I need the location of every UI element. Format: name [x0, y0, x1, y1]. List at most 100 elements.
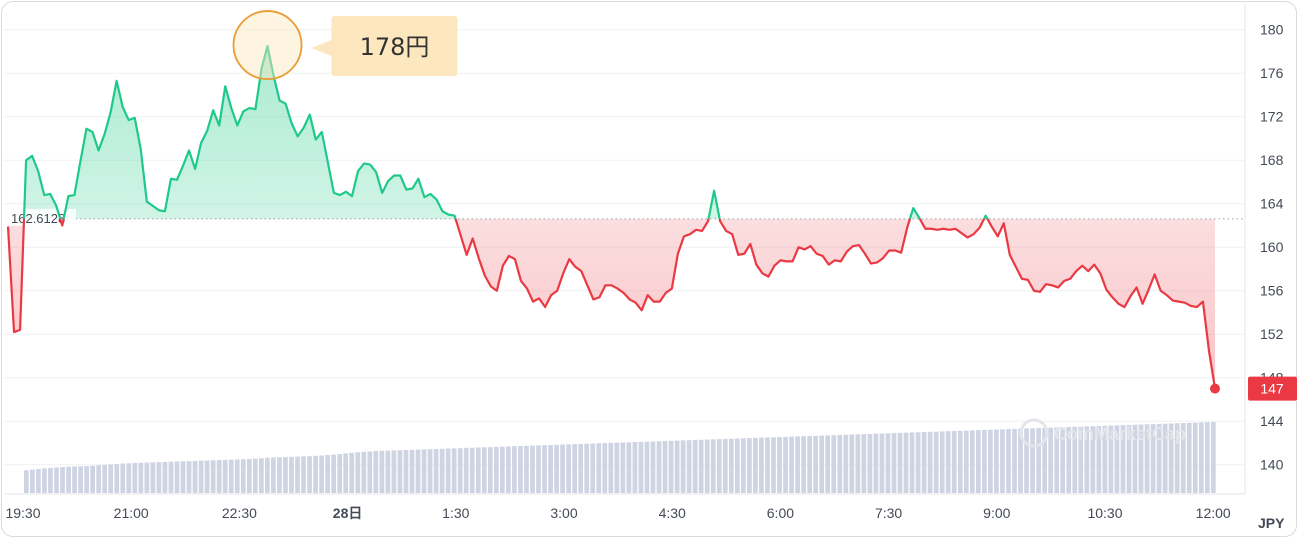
volume-bar — [602, 443, 608, 493]
volume-bar — [355, 452, 361, 493]
volume-bar — [722, 438, 728, 493]
volume-bar — [144, 462, 150, 493]
volume-bar — [1114, 425, 1120, 493]
volume-bar — [777, 437, 782, 493]
current-price-label: 147 — [1260, 381, 1284, 397]
volume-bar — [873, 433, 879, 493]
x-tick-label: 28日 — [333, 505, 363, 521]
volume-bar — [921, 432, 927, 493]
volume-bar — [132, 462, 138, 493]
volume-bar — [578, 443, 584, 493]
volume-bar — [162, 461, 168, 493]
volume-bar — [337, 454, 343, 493]
volume-bar — [927, 431, 933, 493]
volume-bar — [518, 446, 523, 493]
volume-bar — [1126, 424, 1132, 493]
volume-bar — [554, 444, 559, 493]
volume-bar — [228, 459, 234, 493]
volume-bar — [536, 445, 541, 493]
volume-bar — [596, 443, 602, 493]
volume-bar — [258, 458, 264, 493]
volume-bar — [42, 468, 47, 493]
volume-bar — [1024, 428, 1029, 493]
volume-bar — [1120, 425, 1126, 493]
volume-bar — [734, 438, 740, 493]
volume-bar — [84, 466, 89, 493]
reference-label: 162.6128 — [11, 211, 65, 226]
volume-bar — [463, 447, 469, 493]
y-tick-label: 176 — [1260, 65, 1284, 81]
volume-bar — [584, 443, 590, 493]
x-tick-label: 10:30 — [1087, 505, 1122, 521]
volume-bar — [54, 467, 59, 493]
volume-bar — [1012, 428, 1017, 493]
volume-bar — [192, 460, 198, 493]
volume-bar — [1042, 427, 1047, 493]
price-callout-pointer — [311, 40, 332, 57]
volume-bar — [307, 456, 312, 493]
volume-bar — [445, 448, 451, 493]
volume-bar — [939, 431, 945, 493]
volume-bar — [512, 446, 517, 493]
volume-bar — [957, 430, 963, 493]
volume-bar — [1138, 424, 1144, 493]
volume-bar — [60, 467, 65, 493]
price-line-up — [22, 44, 989, 219]
volume-bar — [1180, 423, 1186, 493]
x-tick-label: 3:00 — [550, 505, 577, 521]
volume-bar — [385, 450, 391, 493]
volume-bar — [409, 449, 415, 493]
volume-bar — [325, 455, 330, 493]
volume-bar — [626, 442, 632, 493]
y-tick-label: 172 — [1260, 109, 1284, 125]
volume-bar — [1156, 423, 1162, 493]
volume-bar — [36, 469, 41, 493]
volume-bar — [1162, 423, 1168, 493]
volume-bar — [1198, 422, 1204, 493]
volume-bar — [572, 444, 578, 493]
volume-bar — [614, 442, 620, 493]
y-tick-label: 152 — [1260, 326, 1284, 342]
volume-bar — [361, 451, 367, 493]
volume-bar — [1144, 424, 1150, 493]
volume-bar — [1036, 428, 1041, 493]
volume-bar — [265, 457, 270, 493]
volume-bar — [210, 460, 216, 493]
volume-bar — [632, 442, 638, 493]
volume-bar — [30, 469, 35, 493]
area-above-reference — [8, 46, 1215, 219]
y-tick-label: 140 — [1260, 457, 1284, 473]
volume-bar — [180, 461, 186, 493]
x-axis-unit: JPY — [1258, 515, 1285, 531]
volume-bar — [879, 433, 885, 493]
volume-bar — [48, 467, 53, 493]
volume-bar — [481, 447, 487, 493]
volume-bar — [975, 430, 981, 493]
volume-bar — [1168, 423, 1174, 493]
volume-bar — [72, 466, 77, 493]
volume-bar — [909, 432, 915, 493]
volume-bar — [114, 464, 120, 493]
area-below-reference — [8, 218, 1215, 389]
y-tick-label: 160 — [1260, 239, 1284, 255]
volume-bar — [252, 458, 258, 493]
volume-bar — [963, 430, 969, 493]
volume-bar — [403, 450, 409, 493]
volume-bar — [506, 446, 511, 493]
volume-bar — [704, 439, 710, 493]
volume-bar — [108, 464, 114, 493]
volume-bar — [1096, 425, 1102, 493]
volume-bar — [951, 430, 957, 493]
volume-bar — [1006, 429, 1011, 493]
volume-bar — [295, 456, 300, 493]
volume-bar — [487, 447, 493, 493]
volume-bar — [391, 450, 397, 493]
volume-bar — [343, 453, 349, 493]
volume-bar — [1150, 424, 1156, 493]
volume-bar — [903, 432, 909, 493]
volume-bar — [1060, 427, 1066, 493]
volume-bar — [234, 459, 240, 493]
volume-bar — [78, 466, 83, 493]
volume-bar — [283, 457, 288, 493]
x-tick-label: 12:00 — [1196, 505, 1231, 521]
